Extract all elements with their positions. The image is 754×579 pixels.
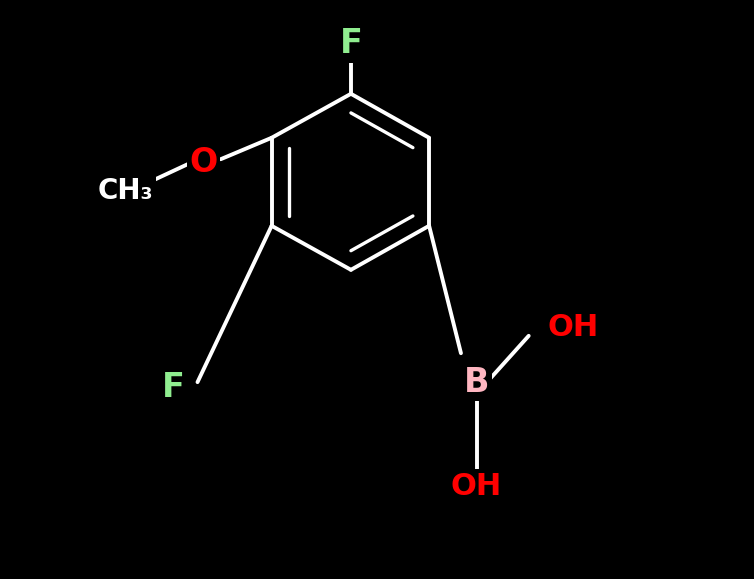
Text: F: F [339, 27, 363, 60]
Text: F: F [162, 372, 185, 404]
Text: OH: OH [548, 313, 599, 342]
Text: CH₃: CH₃ [97, 177, 153, 205]
Text: O: O [189, 146, 217, 178]
Text: OH: OH [451, 472, 502, 501]
Text: B: B [464, 366, 489, 398]
